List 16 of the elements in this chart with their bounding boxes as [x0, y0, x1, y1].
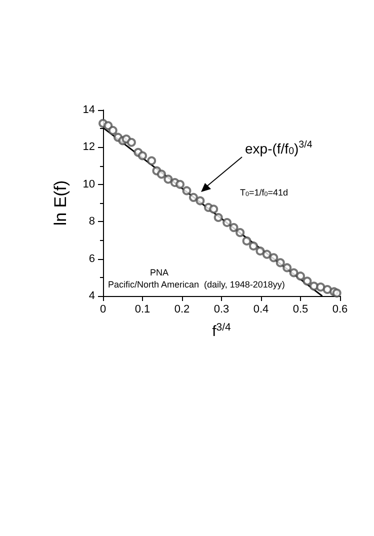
y-tick-label: 10	[82, 178, 95, 190]
annotation: Pacific/North American (daily, 1948-2018yy)	[108, 280, 285, 290]
x-tick-label: 0.3	[214, 304, 230, 316]
annotation: PNA	[150, 268, 169, 278]
x-tick-label: 0.6	[332, 304, 348, 316]
x-tick-label: 0	[100, 304, 106, 316]
y-tick-label: 6	[88, 252, 95, 265]
y-tick-label: 12	[82, 141, 95, 154]
y-tick-label: 14	[82, 104, 95, 116]
y-tick-label: 8	[88, 216, 95, 228]
y-tick-label: 4	[88, 290, 95, 302]
x-tick-label: 0.5	[292, 304, 308, 316]
x-tick-label: 0.4	[253, 304, 269, 316]
y-axis-title: ln E(f)	[51, 180, 70, 226]
x-tick-label: 0.2	[174, 304, 190, 316]
x-tick-label: 0.1	[134, 304, 150, 316]
